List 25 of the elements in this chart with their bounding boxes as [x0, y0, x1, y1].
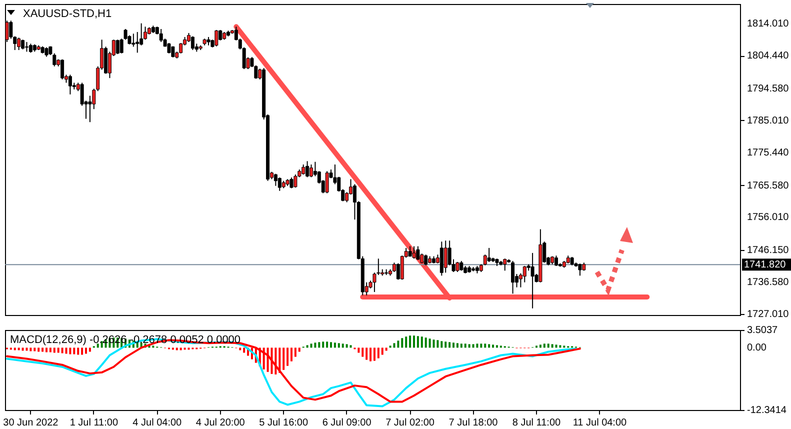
x-tick-label: 6 Jul 09:00	[322, 418, 372, 428]
y-tick-label: -12.3414	[747, 405, 787, 416]
x-tick-label: 1 Jul 11:00	[70, 418, 118, 428]
y-tick-label: 1814.010	[747, 18, 790, 30]
x-tick-label: 7 Jul 02:00	[386, 418, 435, 428]
y-tick-label: 0.00	[747, 342, 767, 354]
x-tick-label: 8 Jul 11:00	[512, 418, 562, 428]
x-tick-label: 4 Jul 04:00	[132, 418, 182, 428]
y-tick-label: 1775.440	[747, 147, 790, 158]
y-tick-label: 1794.580	[747, 83, 790, 94]
y-tick-label: 1765.580	[747, 180, 790, 192]
ref-line-label: 1741.820	[744, 260, 786, 271]
x-tick-label: 30 Jun 2022	[3, 418, 59, 428]
y-tick-label: 1785.010	[747, 115, 790, 126]
y-tick-label: 1736.580	[747, 277, 790, 288]
chart-title: XAUUSD-STD,H1	[23, 8, 112, 20]
x-tick-label: 11 Jul 04:00	[572, 418, 628, 428]
y-tick-label: 3.5037	[747, 325, 778, 336]
x-tick-label: 7 Jul 18:00	[448, 418, 498, 428]
y-tick-label: 1804.440	[747, 50, 790, 62]
y-tick-label: 1746.150	[747, 245, 790, 256]
x-tick-label: 4 Jul 20:00	[196, 418, 246, 428]
y-tick-label: 1756.010	[747, 212, 790, 224]
y-tick-label: 1727.010	[747, 309, 790, 320]
x-tick-label: 5 Jul 16:00	[259, 418, 308, 428]
